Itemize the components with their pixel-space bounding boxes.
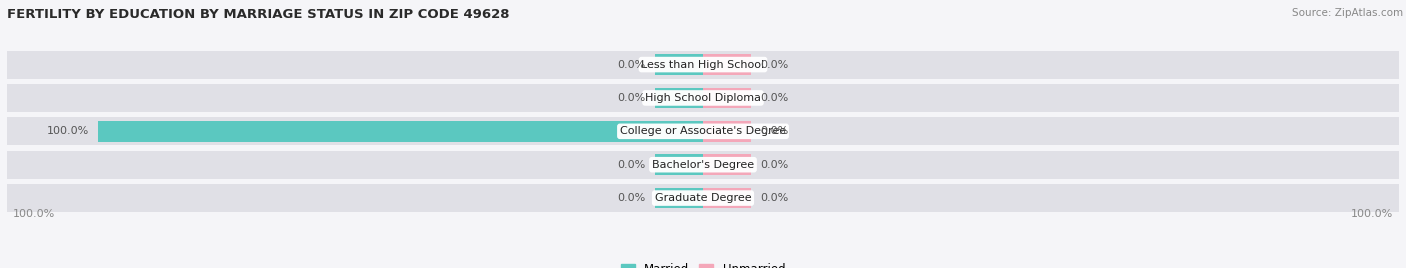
Bar: [7, 84, 1399, 112]
Bar: [655, 54, 703, 75]
Text: High School Diploma: High School Diploma: [645, 93, 761, 103]
Text: 0.0%: 0.0%: [761, 160, 789, 170]
Text: 100.0%: 100.0%: [13, 209, 55, 219]
Text: 0.0%: 0.0%: [761, 59, 789, 70]
Text: College or Associate's Degree: College or Associate's Degree: [620, 126, 786, 136]
Bar: [7, 117, 1399, 145]
Text: 0.0%: 0.0%: [761, 126, 789, 136]
Text: 0.0%: 0.0%: [617, 193, 645, 203]
Bar: [655, 88, 703, 108]
Text: Bachelor's Degree: Bachelor's Degree: [652, 160, 754, 170]
Bar: [703, 88, 751, 108]
Text: Less than High School: Less than High School: [641, 59, 765, 70]
Bar: [655, 154, 703, 175]
Bar: [7, 184, 1399, 212]
Text: FERTILITY BY EDUCATION BY MARRIAGE STATUS IN ZIP CODE 49628: FERTILITY BY EDUCATION BY MARRIAGE STATU…: [7, 8, 509, 21]
Text: 0.0%: 0.0%: [617, 160, 645, 170]
Text: 100.0%: 100.0%: [46, 126, 89, 136]
Text: 0.0%: 0.0%: [617, 59, 645, 70]
Text: Source: ZipAtlas.com: Source: ZipAtlas.com: [1292, 8, 1403, 18]
Bar: [703, 188, 751, 209]
Bar: [7, 51, 1399, 79]
Text: 0.0%: 0.0%: [761, 93, 789, 103]
Bar: [703, 121, 751, 142]
Text: Graduate Degree: Graduate Degree: [655, 193, 751, 203]
Bar: [655, 188, 703, 209]
Text: 0.0%: 0.0%: [617, 93, 645, 103]
Text: 0.0%: 0.0%: [761, 193, 789, 203]
Bar: [7, 151, 1399, 179]
Text: 100.0%: 100.0%: [1351, 209, 1393, 219]
Legend: Married, Unmarried: Married, Unmarried: [616, 259, 790, 268]
Bar: [98, 121, 703, 142]
Bar: [703, 154, 751, 175]
Bar: [703, 54, 751, 75]
